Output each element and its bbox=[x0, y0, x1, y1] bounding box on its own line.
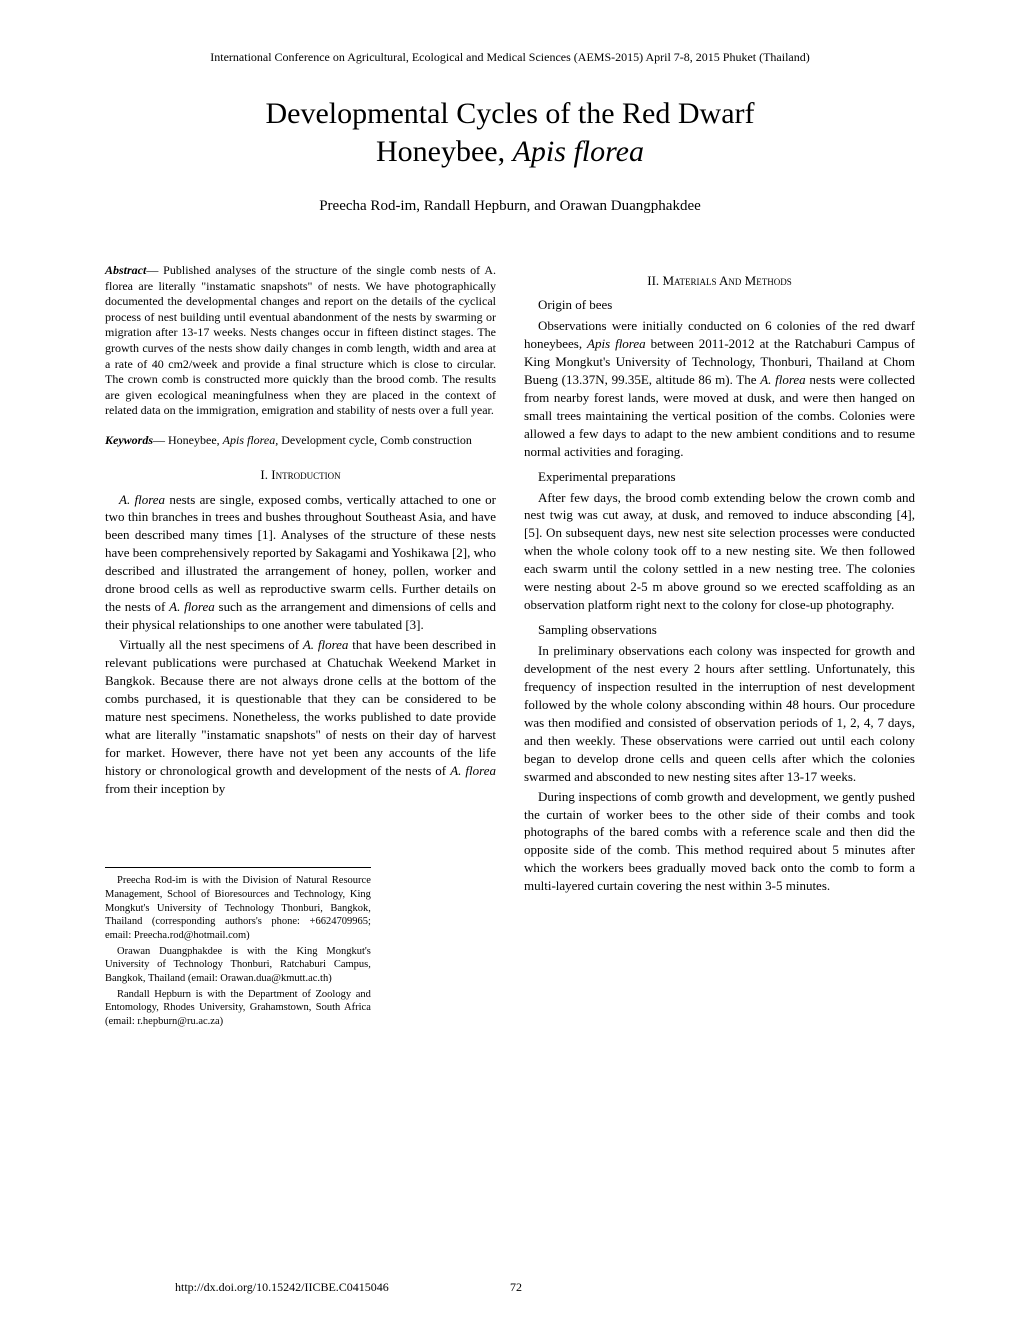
conference-header: International Conference on Agricultural… bbox=[105, 50, 915, 65]
keywords-text-a: — Honeybee, bbox=[153, 433, 223, 447]
species-italic: A. florea bbox=[303, 637, 349, 652]
text: that have been described in relevant pub… bbox=[105, 637, 496, 778]
keywords-text-c: Development cycle, Comb construction bbox=[278, 433, 472, 447]
species-italic: A. florea bbox=[450, 763, 496, 778]
section-word: Materials And Methods bbox=[662, 273, 791, 288]
title-line-2a: Honeybee, bbox=[376, 135, 513, 168]
keywords-label: Keywords bbox=[105, 433, 153, 447]
text: Virtually all the nest specimens of bbox=[119, 637, 303, 652]
title-line-1: Developmental Cycles of the Red Dwarf bbox=[265, 97, 754, 130]
sampling-paragraph-1: In preliminary observations each colony … bbox=[524, 642, 915, 786]
abstract-label: Abstract bbox=[105, 263, 146, 277]
section-num: I. bbox=[260, 467, 271, 482]
text: from their inception by bbox=[105, 781, 225, 796]
intro-paragraph-1: A. florea nests are single, exposed comb… bbox=[105, 491, 496, 635]
authors: Preecha Rod-im, Randall Hepburn, and Ora… bbox=[105, 198, 915, 215]
experimental-paragraph: After few days, the brood comb extending… bbox=[524, 489, 915, 615]
left-column: Abstract— Published analyses of the stru… bbox=[105, 263, 496, 1031]
subheading-experimental: Experimental preparations bbox=[524, 469, 915, 485]
abstract: Abstract— Published analyses of the stru… bbox=[105, 263, 496, 419]
section-introduction-heading: I. Introduction bbox=[105, 467, 496, 483]
sampling-paragraph-2: During inspections of comb growth and de… bbox=[524, 788, 915, 896]
affiliations-block: Preecha Rod-im is with the Division of N… bbox=[105, 867, 371, 1028]
subheading-origin: Origin of bees bbox=[524, 297, 915, 313]
page-number: 72 bbox=[510, 1280, 522, 1295]
affiliation-3: Randall Hepburn is with the Department o… bbox=[105, 988, 371, 1029]
abstract-text: — Published analyses of the structure of… bbox=[105, 263, 496, 417]
subheading-sampling: Sampling observations bbox=[524, 622, 915, 638]
origin-paragraph: Observations were initially conducted on… bbox=[524, 317, 915, 461]
affiliation-2: Orawan Duangphakdee is with the King Mon… bbox=[105, 945, 371, 986]
species-italic: A. florea bbox=[169, 599, 215, 614]
two-column-layout: Abstract— Published analyses of the stru… bbox=[105, 263, 915, 1031]
section-word: Introduction bbox=[271, 467, 340, 482]
paper-title: Developmental Cycles of the Red Dwarf Ho… bbox=[105, 95, 915, 170]
section-methods-heading: II. Materials And Methods bbox=[524, 273, 915, 289]
section-num: II. bbox=[647, 273, 662, 288]
keywords-species: Apis florea, bbox=[223, 433, 279, 447]
doi-link[interactable]: http://dx.doi.org/10.15242/IICBE.C041504… bbox=[175, 1280, 389, 1295]
intro-paragraph-2: Virtually all the nest specimens of A. f… bbox=[105, 636, 496, 797]
keywords: Keywords— Honeybee, Apis florea, Develop… bbox=[105, 433, 496, 449]
title-species: Apis florea bbox=[513, 135, 644, 168]
text: nests are single, exposed combs, vertica… bbox=[105, 492, 496, 615]
species-italic: A. florea bbox=[760, 372, 805, 387]
species-italic: A. florea bbox=[119, 492, 165, 507]
species-italic: Apis florea bbox=[587, 336, 646, 351]
affiliation-1: Preecha Rod-im is with the Division of N… bbox=[105, 874, 371, 942]
right-column: II. Materials And Methods Origin of bees… bbox=[524, 263, 915, 1031]
